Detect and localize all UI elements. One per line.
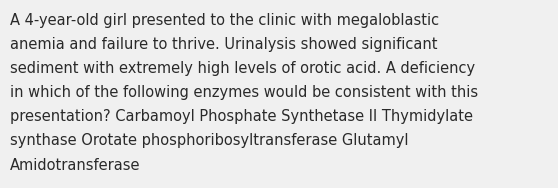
Text: Amidotransferase: Amidotransferase (10, 158, 141, 173)
Text: in which of the following enzymes would be consistent with this: in which of the following enzymes would … (10, 85, 478, 100)
Text: sediment with extremely high levels of orotic acid. A deficiency: sediment with extremely high levels of o… (10, 61, 475, 76)
Text: A 4-year-old girl presented to the clinic with megaloblastic: A 4-year-old girl presented to the clini… (10, 13, 439, 28)
Text: anemia and failure to thrive. Urinalysis showed significant: anemia and failure to thrive. Urinalysis… (10, 37, 437, 52)
Text: presentation? Carbamoyl Phosphate Synthetase II Thymidylate: presentation? Carbamoyl Phosphate Synthe… (10, 109, 473, 124)
Text: synthase Orotate phosphoribosyltransferase Glutamyl: synthase Orotate phosphoribosyltransfera… (10, 133, 408, 149)
